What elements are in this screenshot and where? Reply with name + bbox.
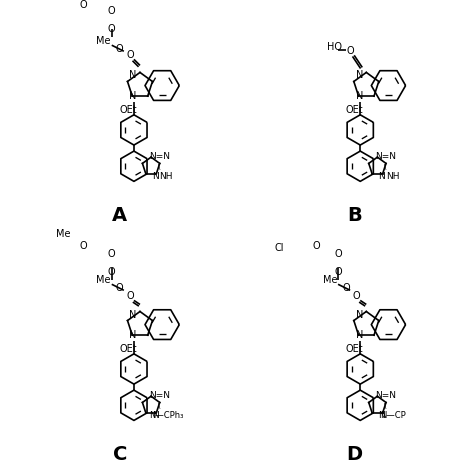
Text: N—CPh₃: N—CPh₃ bbox=[149, 411, 183, 420]
Text: A: A bbox=[112, 206, 128, 225]
Text: NH: NH bbox=[386, 172, 399, 181]
Text: HO: HO bbox=[327, 42, 342, 52]
Text: OEt: OEt bbox=[346, 105, 363, 115]
Text: O: O bbox=[108, 267, 116, 277]
Text: N=N: N=N bbox=[149, 391, 170, 400]
Text: Me: Me bbox=[323, 275, 337, 285]
Text: NH: NH bbox=[159, 172, 173, 181]
Text: B: B bbox=[347, 206, 362, 225]
Text: Me: Me bbox=[56, 229, 71, 239]
Text: \: \ bbox=[158, 164, 160, 170]
Text: N: N bbox=[356, 71, 363, 81]
Text: OEt: OEt bbox=[346, 344, 363, 354]
Text: N: N bbox=[152, 172, 158, 181]
Text: C: C bbox=[113, 445, 127, 464]
Text: O: O bbox=[108, 24, 116, 34]
Text: OEt: OEt bbox=[119, 344, 137, 354]
Text: O: O bbox=[352, 292, 360, 301]
Text: N: N bbox=[129, 310, 137, 319]
Text: N: N bbox=[378, 411, 385, 420]
Text: O: O bbox=[126, 50, 134, 60]
Text: N—CP: N—CP bbox=[380, 411, 405, 420]
Text: O: O bbox=[312, 241, 319, 251]
Text: N: N bbox=[356, 310, 363, 319]
Text: N: N bbox=[129, 330, 137, 340]
Text: O: O bbox=[334, 267, 342, 277]
Text: \: \ bbox=[158, 403, 160, 410]
Text: N=N: N=N bbox=[375, 391, 396, 400]
Text: OEt: OEt bbox=[119, 105, 137, 115]
Text: Cl: Cl bbox=[275, 243, 284, 253]
Text: O: O bbox=[108, 249, 116, 259]
Text: O: O bbox=[116, 283, 124, 293]
Text: Me: Me bbox=[96, 275, 111, 285]
Text: N=N: N=N bbox=[149, 152, 170, 161]
Text: D: D bbox=[346, 445, 362, 464]
Text: N: N bbox=[356, 91, 363, 100]
Text: O: O bbox=[116, 44, 124, 54]
Text: \: \ bbox=[384, 403, 387, 410]
Text: N: N bbox=[378, 172, 385, 181]
Text: O: O bbox=[342, 283, 350, 293]
Text: Me: Me bbox=[96, 36, 111, 46]
Text: N: N bbox=[129, 91, 137, 100]
Text: O: O bbox=[108, 6, 116, 16]
Text: O: O bbox=[80, 241, 87, 251]
Text: N=N: N=N bbox=[375, 152, 396, 161]
Text: O: O bbox=[334, 249, 342, 259]
Text: O: O bbox=[126, 292, 134, 301]
Text: N: N bbox=[356, 330, 363, 340]
Text: O: O bbox=[346, 46, 354, 56]
Text: \: \ bbox=[384, 164, 387, 170]
Text: N: N bbox=[152, 411, 158, 420]
Text: N: N bbox=[129, 71, 137, 81]
Text: O: O bbox=[80, 0, 87, 10]
